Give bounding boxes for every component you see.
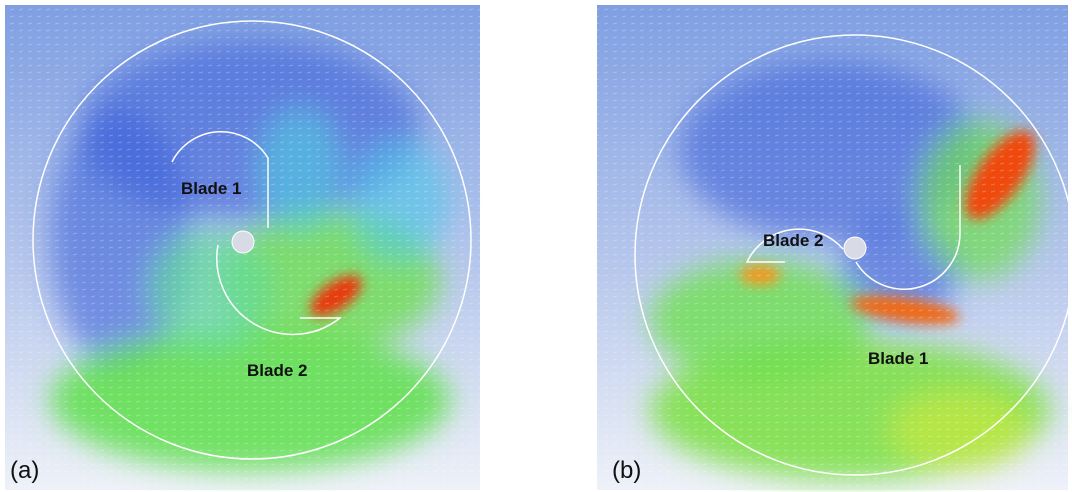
domain-boundary [32, 20, 472, 460]
panel-a: Blade 1 Blade 2 (a) [5, 5, 480, 490]
domain-boundary [634, 34, 1072, 476]
panel-b: Blade 2 Blade 1 (b) [597, 5, 1072, 490]
annotation: Blade 1 [181, 179, 241, 198]
blade [855, 165, 961, 290]
annotation: Blade 2 [247, 361, 307, 380]
blade [171, 131, 269, 228]
blade [216, 244, 343, 336]
hub [843, 236, 867, 260]
annotation: Blade 2 [763, 231, 823, 250]
annotation: Blade 1 [868, 349, 928, 368]
vector-texture [597, 5, 1068, 490]
hub [231, 230, 255, 254]
blade [745, 228, 844, 263]
panel-label: (b) [612, 457, 641, 484]
panel-label: (a) [10, 457, 39, 484]
